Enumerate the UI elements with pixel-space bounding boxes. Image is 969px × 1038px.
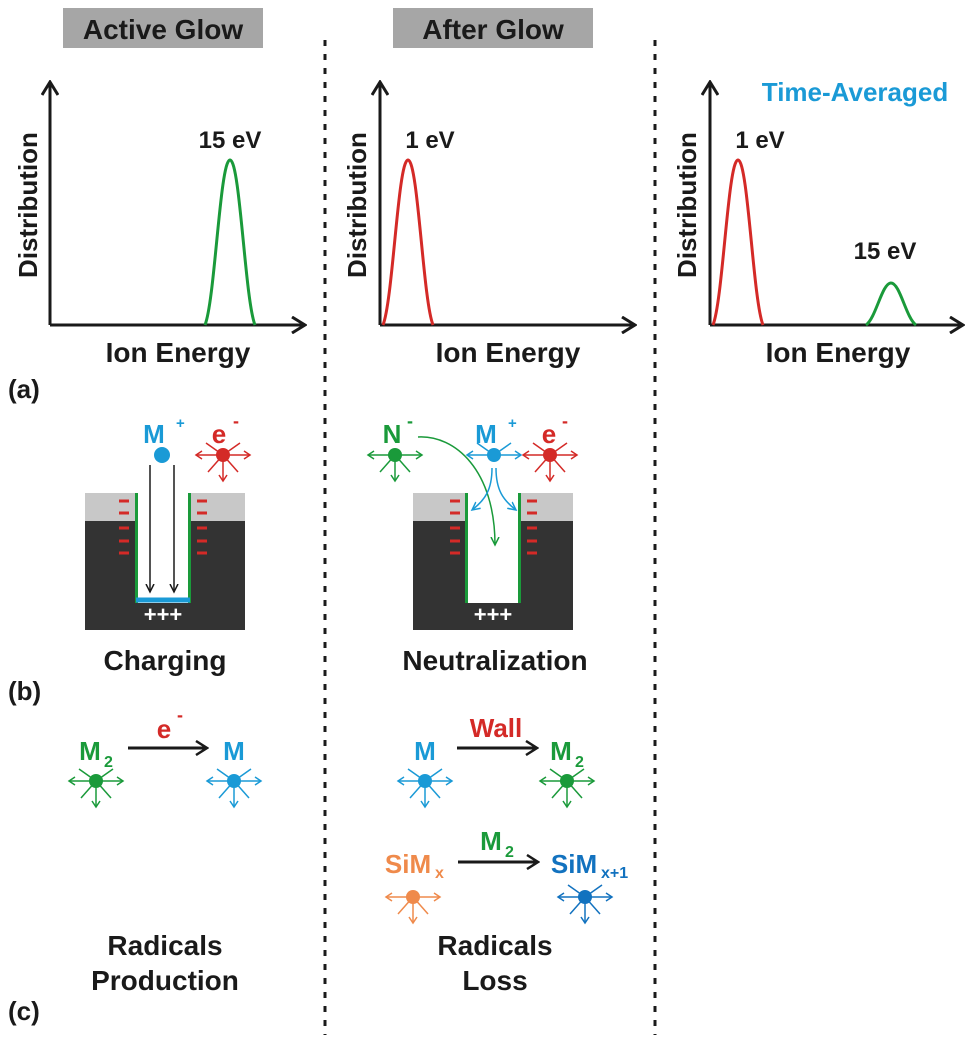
product-m: M	[205, 736, 263, 809]
electron-label-sup: -	[233, 411, 239, 431]
negative-charges-left	[119, 499, 129, 555]
neg-ion-label-sup: -	[407, 411, 413, 431]
peak-15ev	[864, 281, 918, 327]
r2-agent-label-sub: 2	[505, 844, 514, 861]
loss-reaction-2: SiM x M 2 SiM x+1	[384, 826, 628, 925]
electron-label: e	[542, 419, 556, 449]
r2-agent-label: M	[480, 826, 502, 856]
positive-charges: +++	[144, 602, 183, 627]
reactant-label: M	[79, 736, 101, 766]
negative-charges-right	[527, 499, 537, 555]
r1-product-label-sub: 2	[575, 754, 584, 771]
caption-production-line1: Radicals	[107, 930, 222, 961]
caption-charging: Charging	[104, 645, 227, 676]
r2-reactant-simx: SiM x	[384, 849, 444, 925]
peak-label-15ev: 15 eV	[854, 238, 917, 265]
ion-particle	[465, 442, 523, 462]
r2-product-label-sub: x+1	[601, 865, 628, 882]
plot-after-glow: Distribution Ion Energy 1 eV	[342, 82, 635, 368]
r1-reactant-m: M	[396, 736, 454, 809]
r1-product-m2: M 2	[538, 736, 596, 809]
peak-label-1ev: 1 eV	[405, 127, 454, 154]
electron-label: e	[212, 419, 226, 449]
r1-agent-label: Wall	[470, 713, 522, 743]
charging-trench: +++	[85, 465, 245, 630]
x-axis-label: Ion Energy	[766, 337, 911, 368]
peak-1ev	[711, 158, 765, 326]
charging-electron: e -	[194, 411, 252, 483]
y-axis-label: Distribution	[672, 132, 702, 278]
trench	[136, 493, 190, 603]
r2-product-label: SiM	[551, 849, 597, 879]
y-axis-label: Distribution	[13, 132, 43, 278]
plot-time-averaged: Time-Averaged Distribution Ion Energy 1 …	[672, 77, 963, 368]
reactant-label-sub: 2	[104, 754, 113, 771]
x-axis-label: Ion Energy	[106, 337, 251, 368]
x-axis-label: Ion Energy	[436, 337, 581, 368]
r1-reactant-label: M	[414, 736, 436, 766]
r2-product-simx1: SiM x+1	[551, 849, 628, 925]
panel-label-c: (c)	[8, 996, 40, 1026]
panel-label-b: (b)	[8, 676, 41, 706]
production-reaction: M 2 e - M	[67, 705, 263, 809]
charging-ion-m-plus: M +	[143, 415, 185, 463]
neg-ion-label: N	[383, 419, 402, 449]
caption-loss-line2: Loss	[462, 965, 527, 996]
agent-label-sup: -	[177, 705, 183, 725]
ion-label: M	[143, 419, 165, 449]
peak-15ev	[203, 158, 257, 326]
header-after-glow-text: After Glow	[422, 14, 564, 45]
electron-particle	[521, 442, 579, 483]
negative-charges-right	[197, 499, 207, 555]
header-active-glow-text: Active Glow	[83, 14, 243, 45]
product-label: M	[223, 736, 245, 766]
caption-neutralization: Neutralization	[402, 645, 587, 676]
plot-title-time-averaged: Time-Averaged	[762, 77, 948, 107]
ion-label-sup: +	[176, 415, 185, 432]
plot-active-glow: Distribution Ion Energy 15 eV	[13, 82, 305, 368]
caption-loss-line1: Radicals	[437, 930, 552, 961]
loss-reaction-1: M Wall M 2	[396, 713, 596, 809]
neutralization-trench: +++	[413, 436, 573, 630]
electron-particle	[194, 442, 252, 483]
caption-production-line2: Production	[91, 965, 239, 996]
panel-label-a: (a)	[8, 374, 40, 404]
ion-deflect-right	[495, 467, 516, 510]
header-after-glow: After Glow	[393, 8, 593, 48]
ion-deflect-left	[472, 467, 493, 510]
ion-label-sup: +	[508, 415, 517, 432]
peak-label-1ev: 1 eV	[735, 127, 784, 154]
y-axis-label: Distribution	[342, 132, 372, 278]
r1-product-label: M	[550, 736, 572, 766]
ion-label: M	[475, 419, 497, 449]
neutralization-electron: e -	[521, 411, 579, 483]
r2-reactant-label-sub: x	[435, 865, 444, 882]
r2-reactant-label: SiM	[385, 849, 431, 879]
header-active-glow: Active Glow	[63, 8, 263, 48]
reactant-m2: M 2	[67, 736, 125, 809]
peak-label-15ev: 15 eV	[199, 127, 262, 154]
trench	[466, 493, 520, 603]
neg-ion-particle	[366, 448, 424, 483]
neg-ion-path	[417, 436, 495, 545]
positive-charges: +++	[474, 602, 513, 627]
peak-1ev	[381, 158, 435, 326]
neutralization-ion-m-plus: M +	[465, 415, 523, 462]
ion-dot	[154, 447, 170, 463]
negative-charges-left	[450, 499, 460, 555]
agent-label: e	[157, 714, 171, 744]
electron-label-sup: -	[562, 411, 568, 431]
neutralization-neg-ion: N -	[366, 411, 424, 483]
